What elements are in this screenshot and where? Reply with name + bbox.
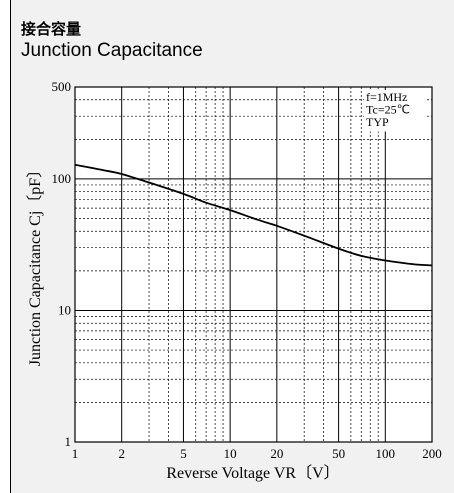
y-tick-label: 500 [52, 79, 72, 94]
data-series [74, 163, 433, 267]
chart-title-english: Junction Capacitance [21, 40, 203, 61]
x-tick-label: 1 [72, 446, 79, 461]
y-tick-label: 1 [65, 434, 72, 449]
chart-title-japanese: 接合容量 [21, 20, 82, 38]
annotation-line: TYP [366, 115, 389, 129]
x-axis-title: Reverse Voltage VR〔V〕 [166, 464, 339, 482]
y-axis-title: Junction Capacitance Cj〔pF〕 [26, 162, 44, 366]
capacitance-curve [74, 163, 433, 267]
tick-labels: 1 2 5 10 20 50 100 200 1 10 100 500 [52, 79, 442, 461]
x-tick-label: 2 [118, 446, 125, 461]
x-tick-label: 200 [422, 446, 442, 461]
x-tick-label: 100 [376, 446, 396, 461]
annotation-line: Tc=25℃ [366, 103, 410, 117]
y-tick-label: 100 [52, 171, 72, 186]
x-tick-label: 10 [224, 446, 237, 461]
grid-lines [75, 87, 432, 442]
annotation-line: f=1MHz [366, 90, 407, 104]
y-tick-label: 10 [58, 302, 71, 317]
x-tick-label: 5 [180, 446, 187, 461]
x-tick-label: 20 [270, 446, 283, 461]
x-tick-label: 50 [332, 446, 345, 461]
annotation-background [364, 90, 426, 132]
plot-frame [74, 86, 433, 443]
plot-area [75, 87, 432, 442]
left-border [10, 0, 11, 493]
